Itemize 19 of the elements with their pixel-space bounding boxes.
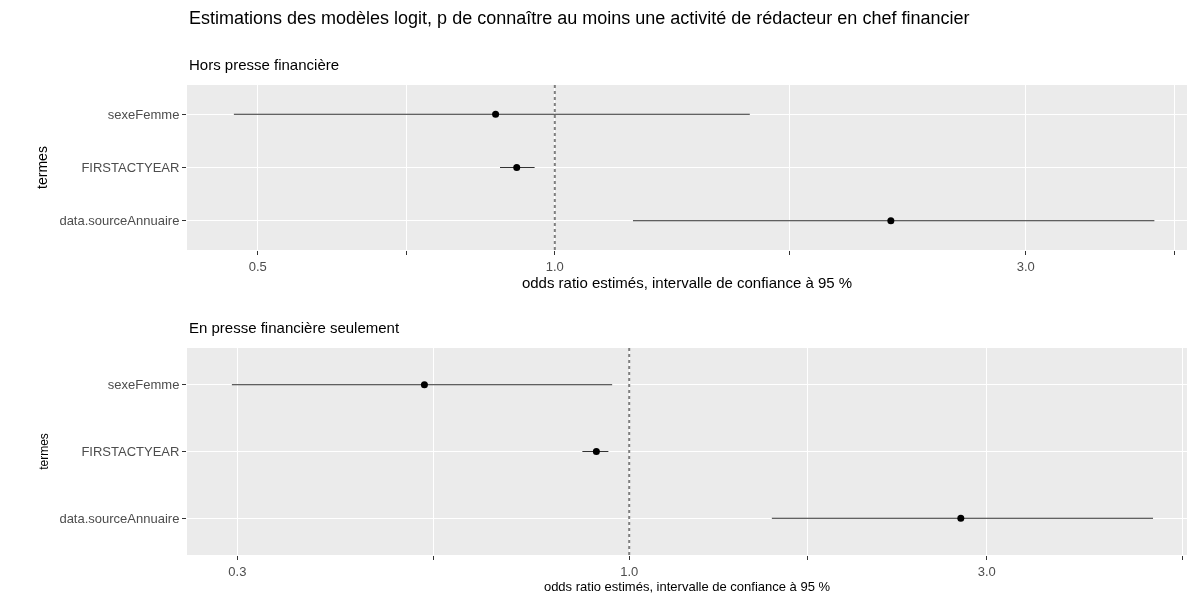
x-tick-label: 1.0 xyxy=(620,563,639,579)
y-tick-label: FIRSTACTYEAR xyxy=(81,160,180,176)
chart-subtitle: Hors presse financière xyxy=(189,56,340,73)
chart-title: Estimations des modèles logit, p de connaître au moins une activité de rédacteur en chef financier xyxy=(189,8,970,28)
y-tick-label: sexeFemme xyxy=(107,377,180,393)
chart-title: En presse financière seulement xyxy=(189,319,400,336)
y-tick-label: FIRSTACTYEAR xyxy=(81,444,180,460)
x-tick-label: 0.5 xyxy=(248,258,267,274)
y-tick-label: data.sourceAnnuaire xyxy=(59,213,180,229)
y-tick-label: sexeFemme xyxy=(107,106,180,122)
x-tick-label: 0.3 xyxy=(228,563,247,579)
x-tick-label: 3.0 xyxy=(977,563,996,579)
x-axis-title: odds ratio estimés, intervalle de confiance à 95 % xyxy=(543,579,831,595)
y-axis-title: termes xyxy=(36,433,51,470)
x-tick-label: 3.0 xyxy=(1016,258,1035,274)
y-tick-label: data.sourceAnnuaire xyxy=(59,510,180,526)
x-axis-title: odds ratio estimés, intervalle de confiance à 95 % xyxy=(521,273,853,291)
x-tick-label: 1.0 xyxy=(545,258,564,274)
y-axis-title: termes xyxy=(34,146,51,189)
